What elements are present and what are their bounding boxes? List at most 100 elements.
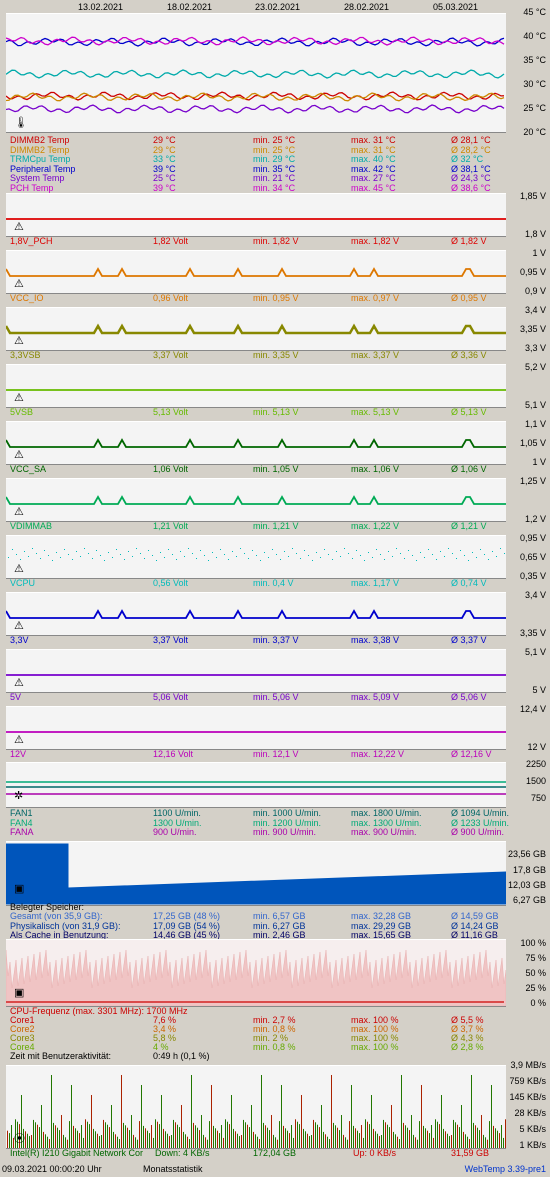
voltage-sample [360,555,361,556]
voltage-sample [140,553,141,554]
network-bar [85,1119,86,1148]
network-bar [309,1136,310,1148]
voltage-graph: ⚠ [6,535,506,579]
legend-avg: Ø 0,74 V [451,578,487,588]
cpu-usage-area [6,949,506,1006]
network-bar [81,1125,82,1148]
voltage-graph: ⚠ [6,193,506,237]
legend-max: max. 29,29 GB [351,920,412,931]
voltage-sample [268,557,269,558]
net-axis-label: 3,9 MB/s [510,1060,546,1070]
network-bar [373,1128,374,1148]
legend-cur: 39 °C [153,163,176,174]
legend-cur: 33 °C [153,154,176,164]
fan-axis-label: 2250 [525,759,546,769]
voltage-sample [376,549,377,550]
voltage-sample [188,548,189,549]
voltage-sample [400,553,401,554]
voltage-sample [220,549,221,550]
voltage-sample [476,557,477,558]
network-bar [77,1130,78,1148]
voltage-sample [352,558,353,559]
network-bar [475,1125,476,1148]
voltage-sample [76,551,77,552]
version-link[interactable]: WebTemp 3.39-pre1 [464,1164,546,1174]
legend-avg: Ø 24,3 °C [451,173,491,183]
volt-axis-label: 0,65 V [519,552,546,562]
voltage-sample [44,550,45,551]
voltage-sample [192,553,193,554]
network-bar [79,1133,80,1148]
network-bar [27,1133,28,1148]
legend-cur: 4 % [153,1042,169,1052]
network-bar [37,1124,38,1148]
voltage-sample [224,554,225,555]
network-bar [249,1127,250,1148]
network-bar [39,1127,40,1148]
temp-axis-label: 40 °C [523,31,546,41]
voltage-sample [184,556,185,557]
network-bar [89,1124,90,1148]
voltage-sample [272,549,273,550]
legend-name: 3,3V [10,635,29,645]
voltage-sample [452,553,453,554]
legend-row: 3,3VSB 3,37 Volt min. 3,35 V max. 3,37 V Ø 3… [10,350,510,360]
legend-row: 1,8V_PCH 1,82 Volt min. 1,82 V max. 1,82 V Ø… [10,236,510,246]
network-bar [83,1137,84,1148]
legend-name: Gesamt (von 35,9 GB): [10,911,103,921]
network-bar [299,1124,300,1148]
legend-name: PCH Temp [10,182,54,193]
volt-axis-label: 0,9 V [524,286,546,296]
warning-icon: ⚠ [14,506,24,518]
legend-avg: Ø 5,06 V [451,692,487,702]
memory-graph: ▣ [6,841,506,906]
voltage-sample [8,557,9,558]
network-bar [499,1133,500,1148]
network-bar [405,1125,406,1148]
voltage-sample [388,551,389,552]
legend-name: 5V [10,692,22,702]
network-bar [69,1121,70,1148]
network-bar [447,1133,448,1148]
legend-cur: 5,06 Volt [153,692,189,702]
volt-axis-label: 3,3 V [524,343,546,353]
legend-avg: Ø 1,82 V [451,236,487,246]
network-bar [467,1136,468,1148]
voltage-sample [92,558,93,559]
network-bar [469,1139,470,1148]
voltage-sample [308,555,309,556]
network-bar [321,1105,322,1148]
voltage-sample [56,552,57,553]
legend-row: PCH Temp 39 °C min. 34 °C max. 45 °C Ø 38,6 … [10,183,510,193]
network-bar [303,1128,304,1148]
legend-max: max. 900 U/min. [351,827,417,837]
network-bar [209,1121,210,1148]
legend-max: max. 0,97 V [351,293,400,303]
cpu-axis-label: 100 % [520,938,546,948]
network-bar [313,1119,314,1148]
network-bar [363,1137,364,1148]
voltage-sample [264,552,265,553]
voltage-sample [504,553,505,554]
legend-min: min. 1,05 V [253,464,299,474]
network-bar [21,1095,22,1148]
voltage-sample [112,557,113,558]
voltage-line [6,267,506,277]
network-bar [151,1125,152,1148]
network-bar [23,1128,24,1148]
mem-axis-label: 17,8 GB [512,865,546,875]
voltage-sample [128,551,129,552]
network-bar [135,1137,136,1148]
voltage-sample [404,558,405,559]
legend-max: max. 31 °C [351,135,396,145]
network-bar [57,1127,58,1148]
network-bar [451,1135,452,1148]
legend-avg: Ø 3,36 V [451,350,487,360]
voltage-sample [480,549,481,550]
network-bar [127,1127,128,1148]
volt-axis-label: 5,1 V [524,400,546,410]
network-bar [453,1119,454,1148]
network-icon: ⦿ [14,1133,25,1145]
network-bar [227,1121,228,1148]
legend-max: max. 3,38 V [351,635,400,645]
